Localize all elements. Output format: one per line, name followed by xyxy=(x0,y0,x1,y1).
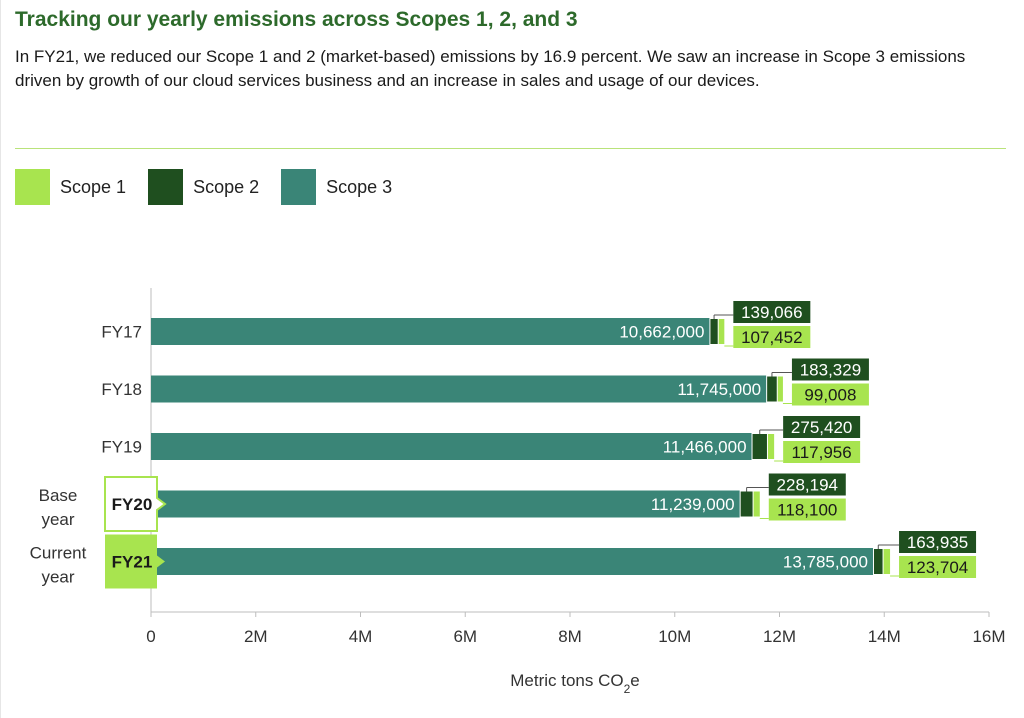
label-bg-scope-1 xyxy=(733,326,811,348)
bar-scope-1 xyxy=(883,549,891,574)
data-label-scope-2: 183,329 xyxy=(800,361,861,380)
category-note-line-2: year xyxy=(41,510,74,529)
legend-item-scope-3: Scope 3 xyxy=(281,169,392,205)
bar-scope-2 xyxy=(752,434,767,459)
bar-scope-1 xyxy=(753,491,760,517)
bar-scope-1 xyxy=(718,319,725,344)
data-label-scope-1: 123,704 xyxy=(907,558,968,577)
bar-scope-1 xyxy=(777,376,783,402)
legend-label-scope-2: Scope 2 xyxy=(193,176,260,197)
x-tick-label: 16M xyxy=(972,627,1005,646)
x-tick-label: 6M xyxy=(453,627,477,646)
category-note-line-2: year xyxy=(41,568,74,587)
category-label: FY19 xyxy=(101,438,142,457)
data-label-scope-1: 118,100 xyxy=(777,501,837,520)
data-label-scope-1: 107,452 xyxy=(741,328,802,347)
label-bg-scope-1 xyxy=(768,498,846,521)
category-label: FY20 xyxy=(112,495,153,514)
label-bg-scope-1 xyxy=(783,441,861,463)
legend: Scope 1 Scope 2 Scope 3 xyxy=(15,168,414,206)
category-label: FY21 xyxy=(112,553,153,572)
data-label-scope-3: 11,745,000 xyxy=(677,380,761,399)
data-label-scope-3: 13,785,000 xyxy=(783,553,868,572)
data-label-scope-3: 11,239,000 xyxy=(651,495,735,514)
bar-scope-2 xyxy=(767,376,777,402)
x-tick-label: 12M xyxy=(763,627,796,646)
legend-swatch-scope-2 xyxy=(148,169,184,205)
bar-scope-3 xyxy=(151,433,752,460)
data-label-scope-3: 10,662,000 xyxy=(619,323,704,342)
label-bg-scope-2 xyxy=(733,301,811,323)
legend-label-scope-1: Scope 1 xyxy=(60,176,127,197)
bar-scope-3 xyxy=(151,375,767,403)
category-note-line-1: Base xyxy=(39,486,78,505)
bar-scope-3 xyxy=(151,490,740,518)
chart-subtitle: In FY21, we reduced our Scope 1 and 2 (m… xyxy=(15,47,966,90)
left-border xyxy=(0,0,1,718)
category-label: FY18 xyxy=(101,380,142,399)
bar-scope-1 xyxy=(767,434,775,459)
x-tick-label: 14M xyxy=(868,627,901,646)
label-bg-scope-2 xyxy=(791,358,869,381)
label-bg-scope-2 xyxy=(768,473,846,496)
bar-scope-2 xyxy=(740,491,753,517)
label-bg-scope-2 xyxy=(899,531,977,553)
label-bg-scope-2 xyxy=(783,416,861,438)
legend-swatch-scope-1 xyxy=(15,169,50,205)
x-tick-label: 2M xyxy=(244,627,268,646)
category-note-line-1: Current xyxy=(30,544,87,563)
label-bg-scope-1 xyxy=(791,383,869,406)
x-tick-label: 8M xyxy=(558,627,582,646)
x-tick-label: 10M xyxy=(658,627,691,646)
legend-label-scope-3: Scope 3 xyxy=(326,176,393,197)
data-label-scope-1: 99,008 xyxy=(804,386,856,405)
category-badge-filled xyxy=(105,534,165,589)
bar-scope-2 xyxy=(710,319,718,344)
data-label-scope-2: 139,066 xyxy=(741,303,802,322)
data-label-scope-2: 275,420 xyxy=(791,418,852,437)
data-label-scope-1: 117,956 xyxy=(792,443,852,462)
legend-item-scope-1: Scope 1 xyxy=(15,169,126,205)
x-tick-label: 4M xyxy=(349,627,373,646)
legend-swatch-scope-3 xyxy=(281,169,317,205)
bar-scope-3 xyxy=(151,318,710,345)
bar-scope-2 xyxy=(873,549,883,574)
data-label-scope-2: 163,935 xyxy=(907,533,968,552)
data-label-scope-3: 11,466,000 xyxy=(663,438,747,457)
data-label-scope-2: 228,194 xyxy=(777,476,838,495)
divider xyxy=(15,148,1006,149)
x-tick-label: 0 xyxy=(146,627,155,646)
category-badge-outline xyxy=(104,476,167,532)
category-label: FY17 xyxy=(101,323,142,342)
legend-item-scope-2: Scope 2 xyxy=(148,169,259,205)
x-axis-label: Metric tons CO2e xyxy=(510,671,640,696)
chart-title: Tracking our yearly emissions across Sco… xyxy=(15,8,578,31)
label-bg-scope-1 xyxy=(899,556,977,578)
bar-scope-3 xyxy=(151,548,873,575)
